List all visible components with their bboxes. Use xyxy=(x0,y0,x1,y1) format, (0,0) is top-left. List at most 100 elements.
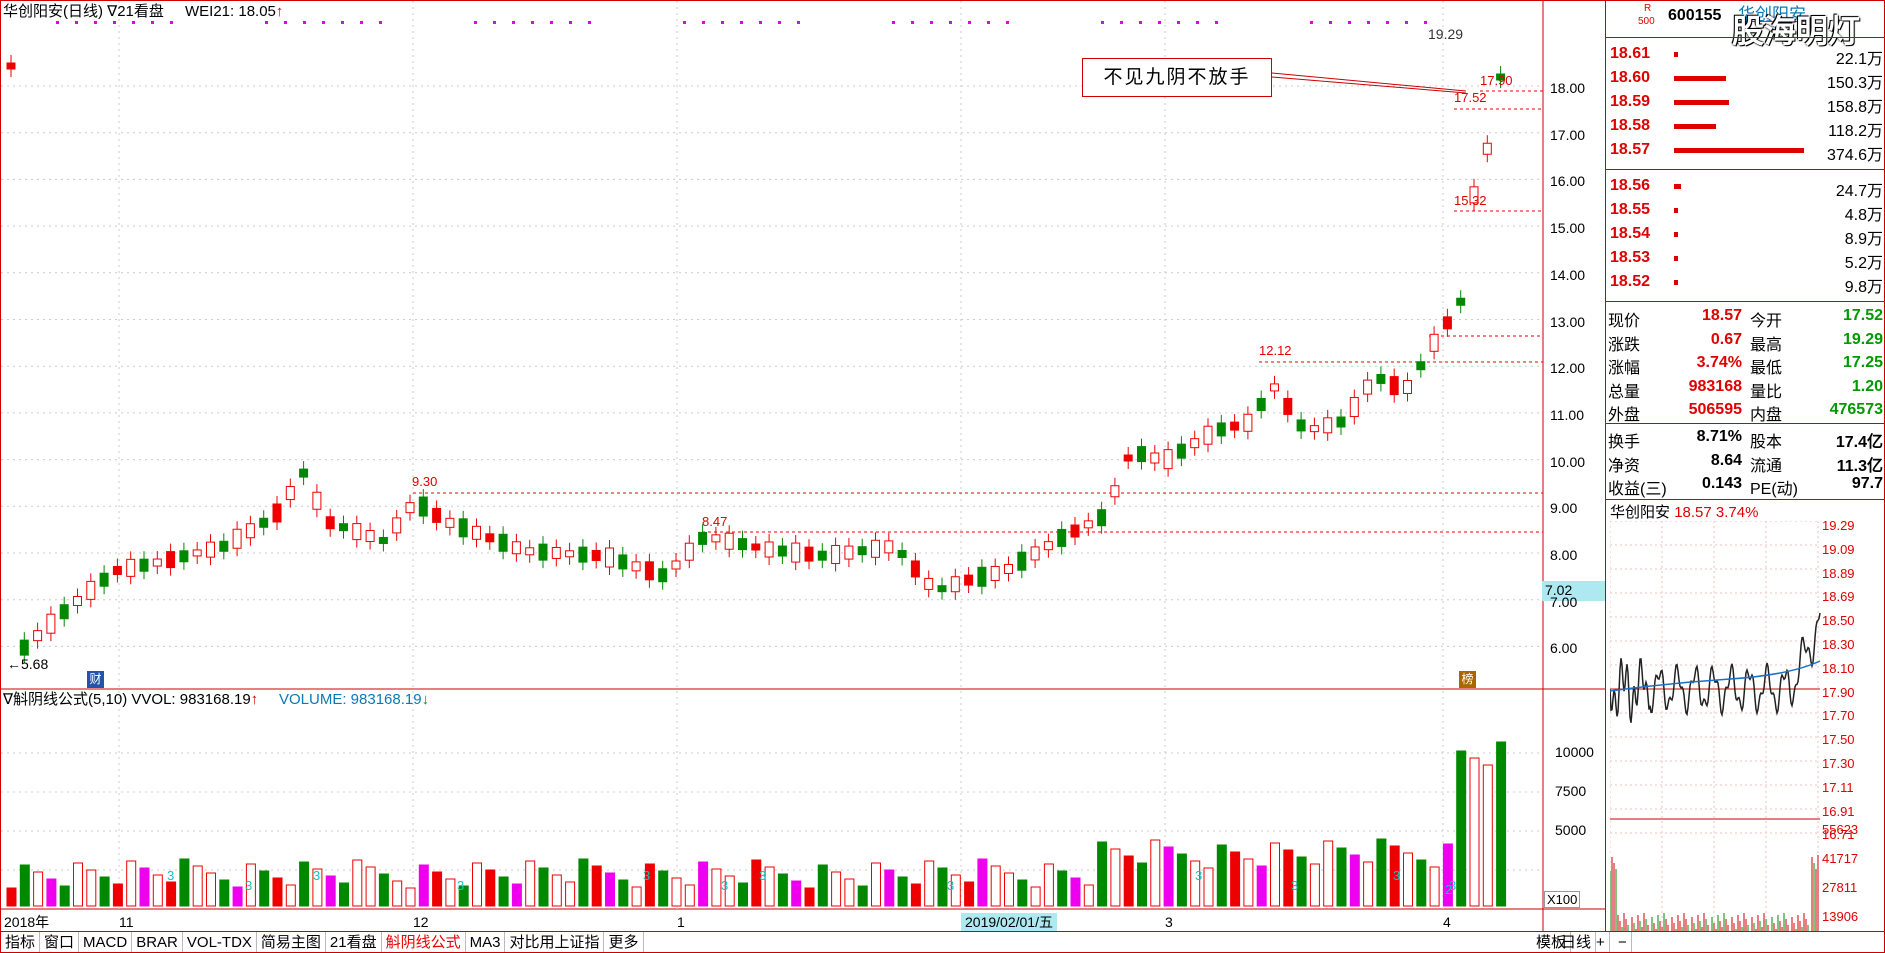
candle-body xyxy=(458,518,468,538)
mini-title: 华创阳安 18.57 3.74% xyxy=(1610,504,1758,522)
indicator-name[interactable]: 21看盘 xyxy=(117,3,164,20)
candle-body xyxy=(219,540,229,552)
candle-body xyxy=(206,541,215,558)
order-volume-bar xyxy=(1674,124,1716,129)
volume-bar xyxy=(924,860,935,907)
ask-row[interactable]: 18.59 158.8万 xyxy=(1606,90,1884,116)
candle-body xyxy=(405,502,415,514)
finance-badge[interactable]: 财 xyxy=(87,671,104,688)
price-label-15-32: 15.32 xyxy=(1454,193,1487,208)
daily-tab[interactable]: 日线 xyxy=(1557,932,1597,952)
volume-dropdown-icon[interactable]: ∇ xyxy=(3,691,14,708)
tab-2[interactable]: MACD xyxy=(79,932,133,952)
volume-bar xyxy=(432,871,443,907)
volume-bar xyxy=(1070,877,1081,907)
bid-row[interactable]: 18.55 4.8万 xyxy=(1606,198,1884,224)
candle-body xyxy=(711,534,721,543)
volume-bar xyxy=(871,862,881,907)
bid-row[interactable]: 18.53 5.2万 xyxy=(1606,246,1884,272)
indicator-dropdown-icon[interactable]: ∇ xyxy=(107,3,118,20)
price-label-9-30: 9.30 xyxy=(412,474,438,489)
mini-axis-tick: 17.50 xyxy=(1822,732,1855,748)
date-axis-tick: 11 xyxy=(119,914,134,930)
tab-9[interactable]: 对比用上证指 xyxy=(505,932,605,952)
quote-value: 19.29 xyxy=(1842,330,1883,348)
candle-body xyxy=(1389,376,1399,396)
tab-5[interactable]: 简易主图 xyxy=(257,932,326,952)
stock-name-link[interactable]: 华创阳安 xyxy=(1738,5,1806,24)
volume-bar xyxy=(339,882,349,907)
volume-indicator-name[interactable]: 斛阴线公式(5,10) xyxy=(13,691,128,708)
up-arrow-icon: ↑ xyxy=(250,691,259,708)
signal-dot xyxy=(56,21,59,24)
signal-dot xyxy=(1158,21,1161,24)
date-axis-tick: 4 xyxy=(1443,914,1451,930)
price-axis-tick: 15.00 xyxy=(1550,220,1586,237)
tab-10[interactable]: 更多 xyxy=(604,932,644,952)
volume-bar xyxy=(671,877,682,907)
candle-body xyxy=(126,558,136,577)
candle-body xyxy=(6,62,16,70)
current-price-marker: 7.02 xyxy=(1542,581,1605,601)
volume-bar xyxy=(551,874,562,907)
candle-body xyxy=(551,546,561,559)
bid-row[interactable]: 18.52 9.8万 xyxy=(1606,270,1884,296)
candle-body xyxy=(1403,380,1412,394)
date-axis-tick: 1 xyxy=(677,914,685,930)
signal-dot xyxy=(1177,21,1180,24)
volume-mark: 3 xyxy=(759,868,767,883)
candle-body xyxy=(631,561,641,572)
volume-bar xyxy=(139,867,150,907)
tab-1[interactable]: 窗口 xyxy=(40,932,80,952)
candle-body xyxy=(844,545,854,560)
quote-label: 最低 xyxy=(1750,360,1783,377)
volume-bar xyxy=(525,860,536,907)
zoom-in-button[interactable]: + xyxy=(1592,932,1610,952)
signal-dot xyxy=(360,21,363,24)
candle-body xyxy=(472,525,481,540)
volume-bar xyxy=(458,885,469,907)
volume-bar xyxy=(738,882,748,907)
candle-body xyxy=(352,523,362,541)
candle-body xyxy=(339,523,348,532)
candle-body xyxy=(871,539,880,558)
volume-bar xyxy=(1256,865,1267,907)
quote-label: 现价 xyxy=(1608,313,1641,330)
tab-6[interactable]: 21看盘 xyxy=(326,932,382,952)
candle-body xyxy=(1230,421,1240,431)
zoom-out-button[interactable]: − xyxy=(1614,932,1632,952)
candle-body xyxy=(817,550,827,561)
volume-bar xyxy=(352,859,363,907)
mini-intraday-chart[interactable] xyxy=(1610,521,1822,931)
tab-8[interactable]: MA3 xyxy=(466,932,506,952)
bid-row[interactable]: 18.56 24.7万 xyxy=(1606,174,1884,200)
signal-dot xyxy=(341,21,344,24)
candle-body xyxy=(1323,417,1333,434)
order-price: 18.59 xyxy=(1610,93,1651,110)
price-axis-tick: 11.00 xyxy=(1550,406,1584,423)
template-tab[interactable]: 模板 xyxy=(1532,932,1572,952)
signal-dot xyxy=(1196,21,1199,24)
tab-0[interactable]: 指标 xyxy=(1,932,41,952)
billboard-badge[interactable]: 榜 xyxy=(1459,671,1476,688)
tab-7[interactable]: 斛阴线公式 xyxy=(382,932,466,952)
ask-row[interactable]: 18.57 374.6万 xyxy=(1606,138,1884,164)
quote-label: PE(动) xyxy=(1750,481,1799,498)
candle-body xyxy=(1123,454,1133,462)
ask-row[interactable]: 18.61 22.1万 xyxy=(1606,42,1884,68)
ask-row[interactable]: 18.58 118.2万 xyxy=(1606,114,1884,140)
tab-4[interactable]: VOL-TDX xyxy=(183,932,257,952)
volume-bar xyxy=(126,860,137,907)
candle-body xyxy=(738,538,747,551)
kline-chart[interactable] xyxy=(1,1,1605,953)
signal-dot xyxy=(892,21,895,24)
bid-row[interactable]: 18.54 8.9万 xyxy=(1606,222,1884,248)
volume-mark: 3 xyxy=(1449,878,1457,893)
candle-body xyxy=(1256,397,1266,411)
signal-dot xyxy=(569,21,572,24)
price-label-8-47: 8.47 xyxy=(702,514,728,529)
tab-3[interactable]: BRAR xyxy=(132,932,183,952)
volume-bar xyxy=(857,885,868,907)
annotation-box: 不见九阴不放手 xyxy=(1082,58,1272,97)
ask-row[interactable]: 18.60 150.3万 xyxy=(1606,66,1884,92)
